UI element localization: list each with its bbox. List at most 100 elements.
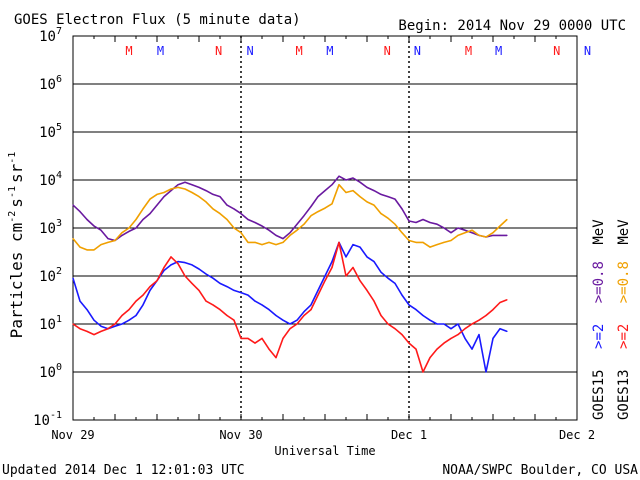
data-point-goes15_ge08 — [226, 204, 228, 206]
data-point-goes15_ge08 — [170, 190, 172, 192]
data-point-goes13_ge2 — [324, 280, 326, 282]
data-point-goes13_ge08 — [401, 232, 403, 234]
x-tick-label: Nov 30 — [219, 428, 262, 442]
data-point-goes13_ge08 — [443, 241, 445, 243]
data-point-goes15_ge2 — [86, 309, 88, 311]
data-point-goes13_ge2 — [352, 266, 354, 269]
data-point-goes13_ge08 — [86, 249, 88, 251]
y-tick-label: 102 — [39, 266, 62, 285]
data-point-goes13_ge08 — [296, 229, 298, 231]
y-tick-base: 10 — [39, 269, 56, 285]
position-marker: N — [215, 44, 222, 58]
y-tick-label: 101 — [39, 314, 62, 333]
data-point-goes13_ge2 — [205, 300, 207, 302]
data-point-goes13_ge2 — [471, 323, 473, 325]
position-marker: N — [553, 44, 560, 58]
data-point-goes13_ge08 — [177, 186, 179, 188]
data-point-goes15_ge08 — [219, 196, 221, 198]
data-point-goes13_ge08 — [436, 244, 438, 246]
data-point-goes15_ge2 — [142, 304, 144, 306]
page-title: GOES Electron Flux (5 minute data) — [14, 12, 301, 28]
data-point-goes13_ge08 — [233, 227, 235, 229]
data-point-goes13_ge2 — [345, 275, 347, 277]
data-point-goes13_ge08 — [457, 234, 459, 236]
position-marker: M — [326, 44, 333, 58]
data-point-goes15_ge08 — [296, 223, 298, 225]
data-point-goes13_ge2 — [163, 266, 165, 269]
data-point-goes15_ge08 — [212, 193, 214, 195]
data-point-goes13_ge08 — [506, 218, 508, 221]
data-point-goes15_ge08 — [233, 208, 235, 210]
y-tick-base: 10 — [33, 413, 50, 429]
y-axis-label: Particles cm-2s-1sr-1 — [7, 152, 26, 339]
data-point-goes15_ge08 — [205, 190, 207, 192]
data-point-goes13_ge08 — [184, 188, 186, 190]
data-point-goes15_ge08 — [149, 213, 151, 215]
data-point-goes13_ge2 — [401, 334, 403, 336]
data-point-goes15_ge2 — [163, 269, 165, 272]
data-point-goes15_ge08 — [499, 234, 501, 236]
data-point-goes15_ge2 — [177, 261, 179, 263]
position-marker: M — [465, 44, 472, 58]
data-point-goes15_ge08 — [317, 196, 319, 198]
data-point-goes13_ge08 — [359, 196, 361, 198]
data-point-goes15_ge08 — [359, 181, 361, 183]
data-point-goes15_ge08 — [422, 218, 424, 221]
data-point-goes13_ge2 — [359, 280, 361, 282]
data-point-goes13_ge08 — [275, 244, 277, 246]
y-tick-label: 100 — [39, 362, 62, 381]
data-point-goes15_ge2 — [268, 309, 270, 311]
data-point-goes13_ge08 — [212, 208, 214, 210]
data-point-goes15_ge2 — [450, 328, 452, 330]
data-point-goes13_ge2 — [226, 314, 228, 317]
data-point-goes15_ge08 — [128, 230, 130, 232]
data-point-goes13_ge2 — [121, 314, 123, 317]
data-point-goes15_ge2 — [289, 323, 291, 325]
data-point-goes13_ge2 — [415, 348, 417, 350]
data-point-goes13_ge08 — [191, 191, 193, 194]
data-point-goes15_ge08 — [387, 196, 389, 198]
data-point-goes15_ge2 — [212, 277, 214, 279]
data-point-goes15_ge08 — [93, 225, 95, 227]
data-point-goes13_ge2 — [170, 256, 172, 258]
data-point-goes13_ge2 — [100, 330, 102, 332]
data-point-goes13_ge08 — [380, 213, 382, 215]
y-tick-base: 10 — [39, 317, 56, 333]
y-tick-exponent: 0 — [56, 362, 62, 373]
data-point-goes13_ge08 — [352, 190, 354, 192]
y-tick-base: 10 — [39, 77, 56, 93]
legend-goes15-ge2: >=2 — [591, 324, 607, 349]
data-point-goes13_ge2 — [268, 348, 270, 350]
data-point-goes15_ge2 — [485, 371, 487, 373]
data-point-goes15_ge2 — [184, 262, 186, 264]
data-point-goes15_ge2 — [310, 304, 312, 306]
data-point-goes15_ge08 — [310, 205, 312, 208]
data-point-goes15_ge2 — [359, 246, 361, 248]
data-point-goes13_ge08 — [72, 238, 74, 240]
data-point-goes13_ge2 — [373, 300, 375, 302]
data-point-goes15_ge2 — [317, 289, 319, 291]
data-point-goes13_ge08 — [464, 232, 466, 234]
data-point-goes15_ge08 — [177, 184, 179, 186]
data-point-goes15_ge08 — [86, 218, 88, 221]
data-point-goes15_ge2 — [254, 300, 256, 302]
x-tick-labels: Nov 29 Nov 30 Dec 1 Dec 2 — [51, 428, 595, 442]
data-point-goes13_ge08 — [331, 203, 333, 205]
data-point-goes13_ge2 — [72, 323, 74, 325]
position-marker: M — [495, 44, 502, 58]
data-point-goes13_ge2 — [443, 342, 445, 344]
data-point-goes13_ge08 — [422, 241, 424, 243]
data-point-goes15_ge08 — [191, 184, 193, 186]
data-point-goes15_ge2 — [79, 300, 81, 302]
data-point-goes15_ge08 — [373, 190, 375, 192]
data-point-goes13_ge08 — [282, 241, 284, 243]
data-point-goes13_ge2 — [394, 328, 396, 330]
data-point-goes15_ge08 — [268, 229, 270, 231]
data-point-goes15_ge08 — [100, 229, 102, 231]
data-point-goes13_ge08 — [268, 241, 270, 243]
data-point-goes15_ge08 — [366, 186, 368, 188]
y-tick-base: 10 — [39, 125, 56, 141]
data-point-goes13_ge2 — [149, 286, 151, 288]
data-point-goes13_ge2 — [422, 371, 424, 373]
